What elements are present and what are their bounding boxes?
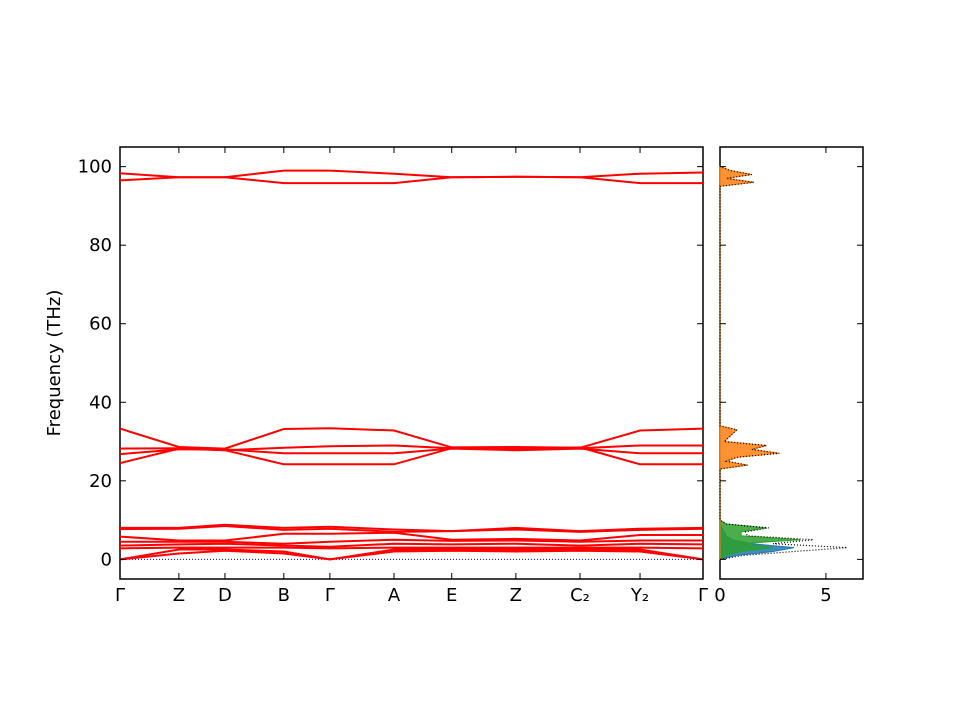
band-line bbox=[119, 549, 704, 561]
x-tick-label: C₂ bbox=[570, 585, 590, 606]
y-tick-label: 20 bbox=[89, 471, 112, 492]
plot-frame bbox=[719, 146, 864, 580]
band-line bbox=[119, 548, 704, 561]
x-tick-label: Z bbox=[173, 585, 185, 606]
band-line bbox=[119, 546, 704, 550]
x-tick-label: Γ bbox=[325, 585, 335, 606]
y-tick-label: 100 bbox=[78, 157, 112, 178]
band-line bbox=[120, 538, 703, 545]
x-tick-label: D bbox=[218, 585, 232, 606]
y-tick-label: 60 bbox=[89, 314, 112, 335]
x-tick-label: Γ bbox=[115, 585, 125, 606]
y-axis-label: Frequency (THz) bbox=[44, 290, 65, 437]
band-line bbox=[119, 531, 703, 542]
x-tick-label: 0 bbox=[714, 585, 725, 606]
y-tick-label: 40 bbox=[89, 392, 112, 413]
y-tick-label: 80 bbox=[89, 235, 112, 256]
dos-area bbox=[719, 165, 780, 560]
x-tick-label: Z bbox=[510, 585, 522, 606]
x-tick-label: Y₂ bbox=[630, 585, 649, 606]
y-tick-label: 0 bbox=[101, 549, 112, 570]
x-tick-label: E bbox=[446, 585, 457, 606]
band-line bbox=[119, 427, 704, 450]
dos-area bbox=[719, 166, 795, 561]
band-line bbox=[119, 175, 703, 185]
x-tick-label: Γ bbox=[698, 585, 708, 606]
plot-frame bbox=[119, 146, 704, 580]
dos-line bbox=[719, 166, 848, 560]
dos-area bbox=[719, 166, 801, 561]
x-tick-label: B bbox=[278, 585, 290, 606]
band-line bbox=[119, 446, 703, 466]
band-line bbox=[119, 542, 704, 548]
x-tick-label: A bbox=[388, 585, 401, 606]
x-tick-label: 5 bbox=[820, 585, 831, 606]
